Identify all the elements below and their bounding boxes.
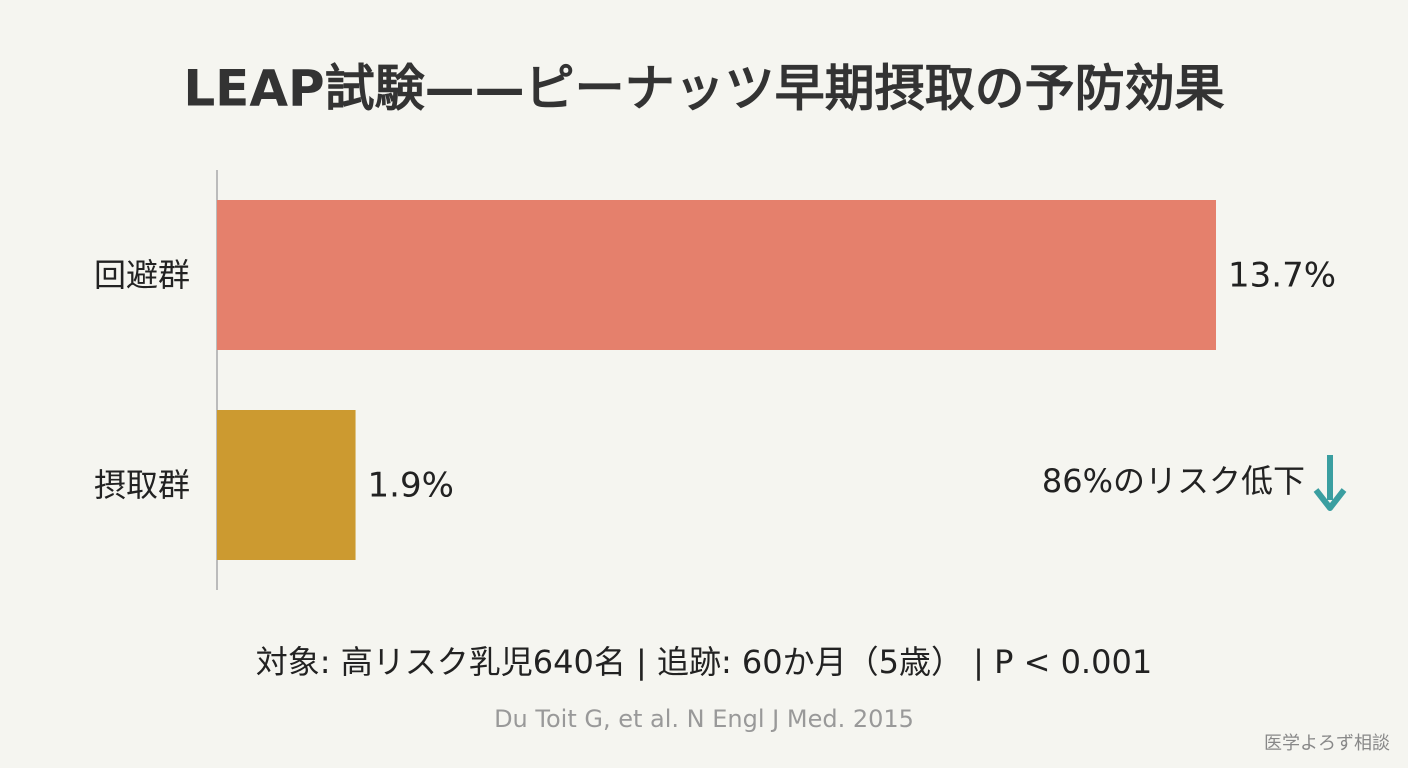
footnote: 対象: 高リスク乳児640名 | 追跡: 60か月（5歳） | P < 0.00… xyxy=(256,643,1152,681)
annotation: 86%のリスク低下 xyxy=(1042,462,1305,500)
watermark: 医学よろず相談 xyxy=(1264,733,1390,754)
source: Du Toit G, et al. N Engl J Med. 2015 xyxy=(494,705,914,733)
chart-title: LEAP試験——ピーナッツ早期摂取の予防効果 xyxy=(183,60,1224,118)
value-label: 13.7% xyxy=(1228,256,1336,296)
annotation-arrowhead xyxy=(1313,488,1347,511)
bar xyxy=(217,410,356,560)
category-label: 回避群 xyxy=(94,256,190,294)
value-label: 1.9% xyxy=(368,466,454,506)
category-label: 摂取群 xyxy=(94,466,190,504)
bar xyxy=(217,200,1216,350)
